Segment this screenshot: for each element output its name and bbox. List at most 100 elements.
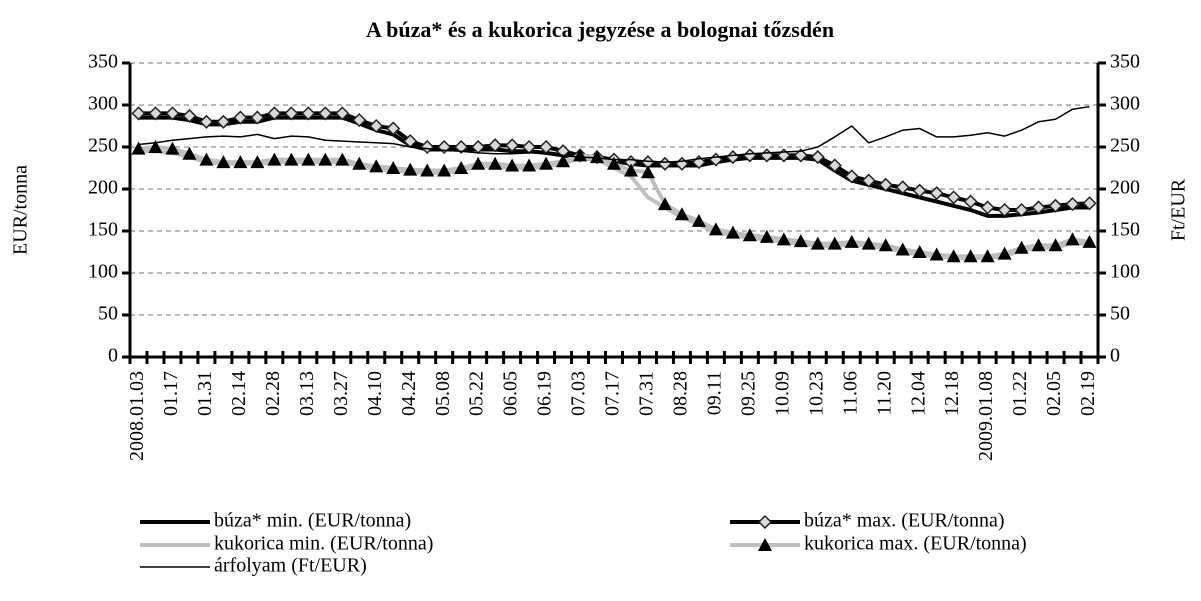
y2-tick-label: 350	[1110, 51, 1140, 73]
marker	[488, 138, 503, 153]
y2-tick-label: 0	[1110, 345, 1120, 367]
legend-label: kukorica max. (EUR/tonna)	[804, 533, 1027, 555]
x-tick-label: 02.19	[1077, 371, 1099, 416]
y2-tick-label: 100	[1110, 261, 1140, 283]
y-tick-label: 200	[88, 177, 118, 199]
marker	[284, 106, 299, 121]
legend-label: búza* min. (EUR/tonna)	[214, 510, 411, 532]
marker	[827, 158, 842, 173]
x-tick-label: 03.27	[330, 371, 352, 416]
marker	[980, 249, 995, 263]
marker	[131, 141, 146, 155]
y-tick-label: 150	[88, 219, 118, 241]
marker	[420, 163, 435, 177]
marker	[912, 245, 927, 258]
marker	[233, 110, 248, 125]
y2-tick-label: 50	[1110, 303, 1130, 325]
marker	[420, 139, 435, 155]
marker	[929, 186, 944, 201]
y2-tick-label: 250	[1110, 135, 1140, 157]
marker	[759, 229, 774, 243]
x-tick-label: 01.31	[194, 371, 216, 416]
x-tick-label: 04.24	[398, 371, 420, 416]
marker	[1082, 234, 1097, 248]
marker	[997, 246, 1012, 260]
legend-label: búza* max. (EUR/tonna)	[804, 510, 1005, 532]
x-tick-label: 07.31	[636, 371, 658, 416]
marker	[267, 152, 282, 166]
y2-tick-label: 150	[1110, 219, 1140, 241]
x-tick-label: 07.03	[568, 371, 590, 416]
x-tick-label: 08.28	[670, 371, 692, 416]
marker	[946, 249, 961, 263]
marker	[810, 236, 825, 250]
marker	[318, 152, 333, 166]
marker	[318, 106, 333, 121]
marker	[352, 156, 367, 170]
marker	[963, 249, 978, 263]
marker	[725, 225, 740, 239]
marker	[708, 222, 723, 236]
marker	[793, 234, 808, 248]
marker	[776, 232, 791, 246]
marker	[997, 202, 1012, 218]
marker	[657, 156, 673, 171]
x-tick-label: 01.17	[160, 371, 182, 416]
x-tick-label: 05.22	[466, 371, 488, 416]
marker	[674, 156, 689, 171]
marker	[827, 236, 842, 250]
x-tick-label: 01.22	[1009, 371, 1031, 416]
marker	[793, 148, 808, 163]
y-tick-label: 300	[88, 93, 118, 115]
marker	[539, 156, 554, 170]
marker	[267, 106, 282, 121]
y2-tick-label: 200	[1110, 177, 1140, 199]
marker	[946, 190, 961, 205]
marker	[454, 161, 469, 174]
marker	[1065, 197, 1080, 212]
marker	[1082, 196, 1097, 211]
x-tick-label: 03.13	[296, 371, 318, 416]
x-tick-label: 10.09	[771, 371, 793, 416]
legend-marker	[757, 514, 773, 530]
marker	[182, 146, 197, 160]
marker	[335, 152, 350, 166]
marker	[1048, 198, 1063, 213]
x-tick-label: 07.17	[602, 371, 624, 416]
y-tick-label: 0	[108, 345, 118, 367]
marker	[284, 152, 299, 166]
marker	[895, 180, 910, 195]
marker	[454, 139, 469, 155]
marker	[963, 194, 978, 209]
marker	[505, 138, 520, 153]
y2-tick-label: 300	[1110, 93, 1140, 115]
marker	[810, 150, 825, 165]
marker	[607, 156, 621, 170]
marker	[640, 165, 655, 179]
series-line	[138, 105, 1090, 163]
marker	[148, 140, 163, 153]
x-tick-label: 11.06	[839, 371, 861, 415]
marker	[386, 121, 401, 136]
x-tick-label: 10.23	[805, 371, 827, 416]
marker	[182, 108, 197, 123]
marker	[369, 118, 384, 134]
marker	[878, 177, 893, 192]
x-tick-label: 02.28	[262, 371, 284, 416]
x-tick-label: 09.25	[737, 371, 759, 416]
legend-marker	[758, 538, 772, 551]
marker	[1031, 238, 1046, 252]
marker	[386, 161, 401, 174]
x-tick-label: 09.11	[703, 371, 725, 415]
marker	[691, 213, 706, 227]
marker	[505, 158, 520, 172]
x-tick-label: 12.18	[941, 371, 963, 416]
marker	[522, 158, 537, 172]
legend-label: árfolyam (Ft/EUR)	[214, 555, 367, 577]
marker	[912, 183, 927, 198]
marker	[437, 163, 452, 177]
marker	[1065, 232, 1080, 246]
y-axis-label: EUR/tonna	[10, 165, 32, 255]
marker	[165, 141, 180, 155]
